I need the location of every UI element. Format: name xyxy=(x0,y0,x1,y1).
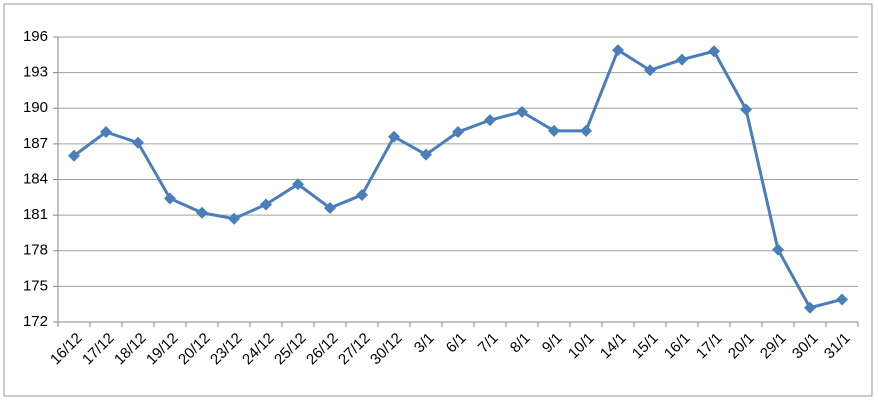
point-marker xyxy=(836,293,848,306)
point-marker xyxy=(804,301,816,314)
y-tick-label: 190 xyxy=(23,99,48,116)
point-marker xyxy=(196,206,208,219)
point-marker xyxy=(484,114,496,127)
y-tick-label: 187 xyxy=(23,135,48,152)
point-marker xyxy=(100,126,112,138)
point-marker xyxy=(388,130,400,143)
point-marker xyxy=(356,188,368,201)
point-marker xyxy=(228,212,240,225)
chart-border xyxy=(3,3,873,397)
point-marker xyxy=(132,136,144,149)
point-marker xyxy=(260,198,272,211)
point-marker xyxy=(676,53,688,66)
point-marker xyxy=(452,126,464,138)
point-marker xyxy=(516,105,528,118)
point-marker xyxy=(548,124,560,137)
y-tick-label: 178 xyxy=(23,242,48,259)
y-tick-label: 181 xyxy=(23,206,48,223)
point-marker xyxy=(772,243,784,256)
point-marker xyxy=(612,44,624,57)
point-marker xyxy=(68,149,80,162)
point-marker xyxy=(292,178,304,191)
point-marker xyxy=(420,148,432,161)
point-marker xyxy=(740,103,752,116)
y-tick-label: 175 xyxy=(23,277,48,294)
y-tick-label: 172 xyxy=(23,313,48,330)
point-marker xyxy=(644,64,656,77)
point-marker xyxy=(324,202,336,214)
point-marker xyxy=(164,192,176,205)
y-tick-label: 184 xyxy=(23,170,48,187)
point-marker xyxy=(708,45,720,58)
point-marker xyxy=(580,124,592,137)
y-tick-label: 196 xyxy=(23,28,48,45)
y-tick-label: 193 xyxy=(23,64,48,81)
